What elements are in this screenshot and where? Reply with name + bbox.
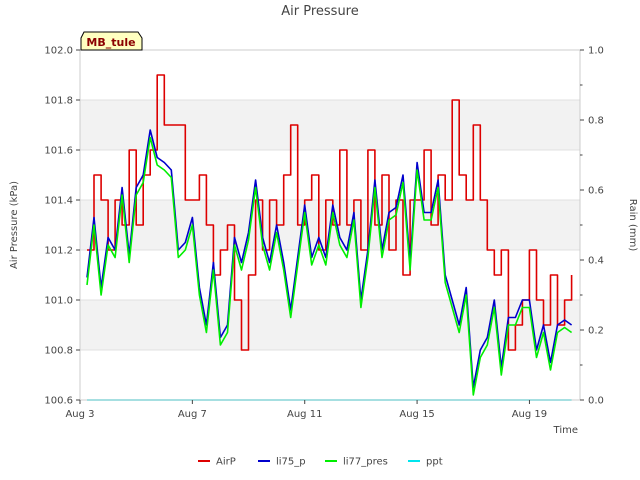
y-tick-label: 101.4 xyxy=(44,196,73,207)
y-tick-label: 101.8 xyxy=(44,96,73,107)
y-tick-label: 101.0 xyxy=(44,296,73,307)
series-line-li75-p xyxy=(86,129,573,389)
x-axis-label: Time xyxy=(553,425,578,436)
y2-tick-label: 1.0 xyxy=(588,46,604,57)
x-tick-label: Aug 3 xyxy=(65,409,94,420)
series-line-airp xyxy=(87,74,573,351)
legend: AirP li75_p li77_pres ppt xyxy=(198,457,443,468)
y-tick-label: 100.6 xyxy=(44,396,73,407)
legend-item: ppt xyxy=(408,457,443,468)
station-label: MB_tule xyxy=(86,36,135,49)
legend-label: AirP xyxy=(216,457,236,468)
y-tick-label: 100.8 xyxy=(44,346,73,357)
legend-item: AirP xyxy=(198,457,236,468)
y2-axis-ticks: 0.0 0.2 0.4 0.6 0.8 1.0 xyxy=(580,46,604,407)
legend-label: li75_p xyxy=(276,457,306,468)
series-line-li77-pres xyxy=(86,136,573,396)
x-tick-label: Aug 7 xyxy=(178,409,207,420)
y-tick-label: 101.6 xyxy=(44,146,73,157)
y2-tick-label: 0.2 xyxy=(588,326,604,337)
y-tick-label: 102.0 xyxy=(44,46,73,57)
y2-tick-label: 0.4 xyxy=(588,256,604,267)
y2-tick-label: 0.8 xyxy=(588,116,604,127)
y2-tick-label: 0.0 xyxy=(588,396,604,407)
y2-tick-label: 0.6 xyxy=(588,186,604,197)
legend-item: li75_p xyxy=(258,457,306,468)
legend-label: ppt xyxy=(426,457,443,468)
legend-label: li77_pres xyxy=(343,457,388,468)
y-tick-label: 101.2 xyxy=(44,246,73,257)
background-band xyxy=(80,100,580,150)
y2-axis-label: Rain (mm) xyxy=(627,199,638,252)
legend-item: li77_pres xyxy=(325,457,388,468)
x-tick-label: Aug 19 xyxy=(512,409,547,420)
x-tick-label: Aug 15 xyxy=(399,409,434,420)
station-label-box: MB_tule xyxy=(80,31,143,51)
y-axis-label: Air Pressure (kPa) xyxy=(9,181,20,269)
x-tick-label: Aug 11 xyxy=(287,409,322,420)
chart-title: Air Pressure xyxy=(281,4,359,19)
y-axis-ticks: 100.6 100.8 101.0 101.2 101.4 101.6 101.8 102.0 xyxy=(44,46,80,407)
x-axis-ticks: Aug 3 Aug 7 Aug 11 Aug 15 Aug 19 xyxy=(65,400,547,420)
